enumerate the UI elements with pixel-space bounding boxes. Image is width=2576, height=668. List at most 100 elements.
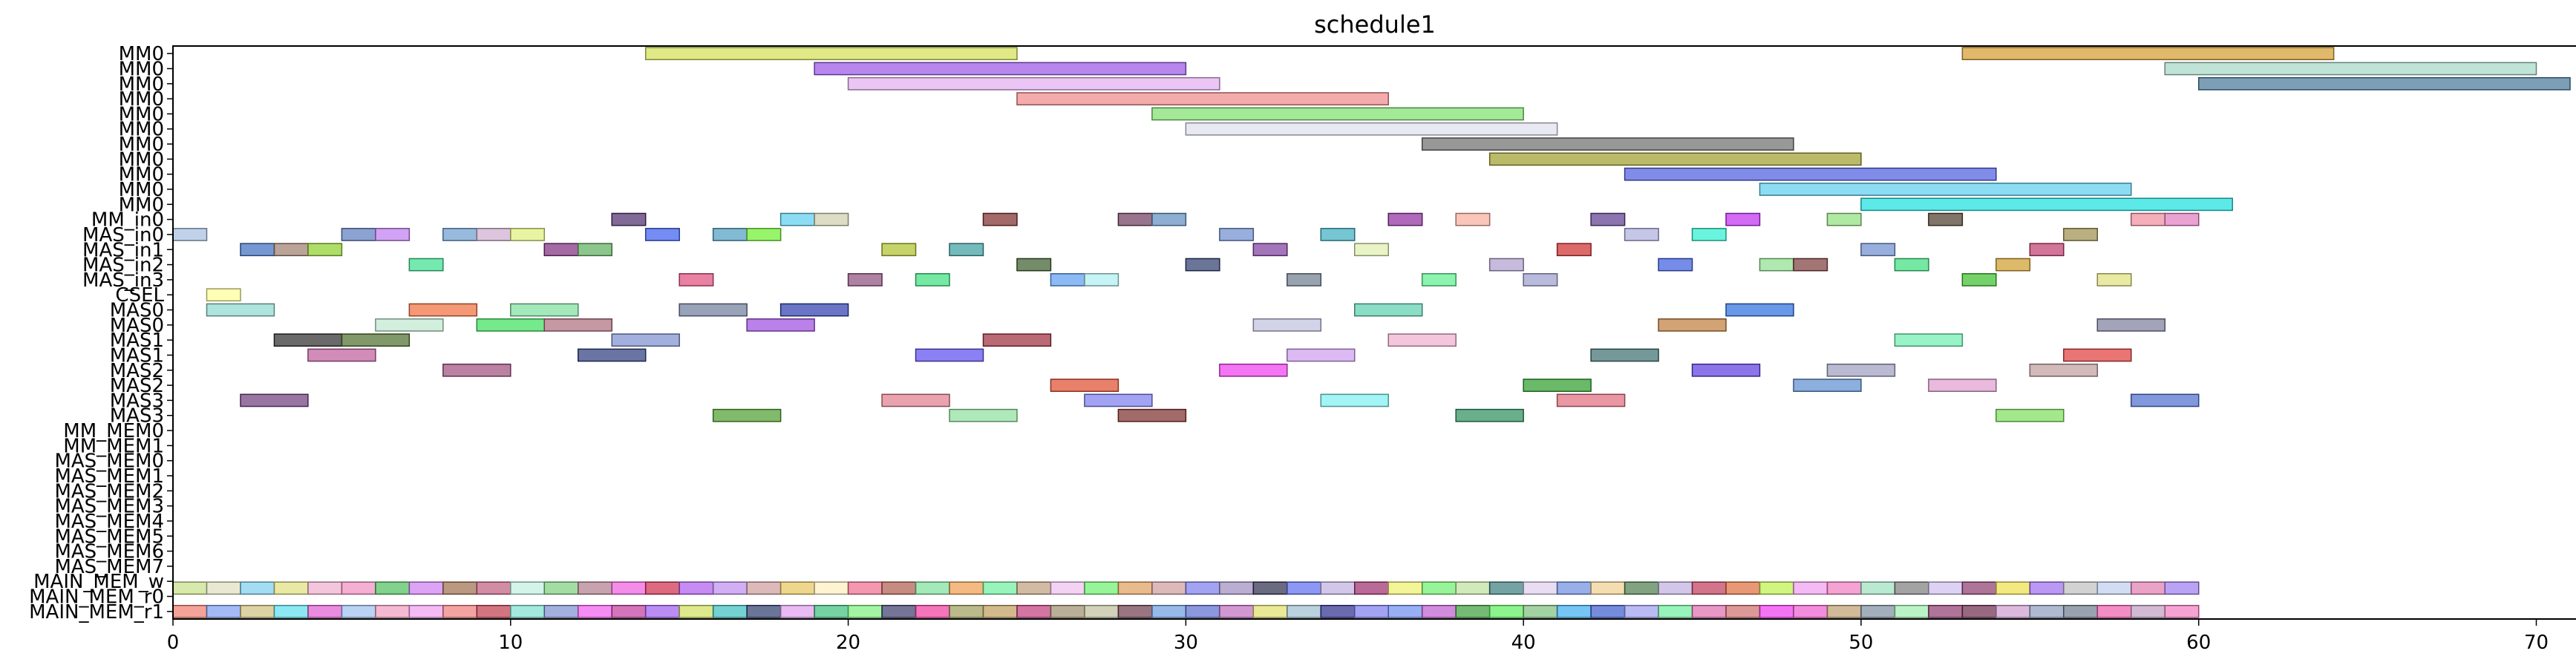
- task-bar: [1624, 167, 1997, 181]
- task-bar: [341, 228, 376, 241]
- task-bar: [1084, 393, 1153, 407]
- task-bar: [1860, 243, 1896, 257]
- mem-bar: [1826, 604, 1862, 618]
- task-bar: [510, 303, 579, 317]
- mem-bar: [915, 604, 950, 618]
- task-bar: [915, 348, 984, 362]
- mem-bar: [1421, 581, 1457, 595]
- task-bar: [375, 228, 411, 241]
- task-bar: [1928, 212, 1964, 226]
- chart-title: schedule1: [1314, 10, 1436, 39]
- mem-bar: [307, 604, 343, 618]
- mem-bar: [779, 604, 815, 618]
- mem-bar: [341, 604, 376, 618]
- y-axis: MM0MM0MM0MM0MM0MM0MM0MM0MM0MM0MM0MM_in0M…: [29, 43, 173, 623]
- mem-bar: [1219, 581, 1255, 595]
- mem-bar: [1523, 581, 1558, 595]
- task-bar: [779, 212, 815, 226]
- mem-bar: [1287, 581, 1322, 595]
- task-bar: [1219, 363, 1288, 377]
- task-bar: [307, 243, 343, 257]
- task-bar: [577, 348, 647, 362]
- task-bar: [1455, 408, 1524, 422]
- x-tick-label: 40: [1511, 632, 1536, 654]
- task-bar: [1354, 243, 1389, 257]
- task-bar: [814, 62, 1187, 76]
- mem-bar: [1658, 581, 1693, 595]
- x-axis: 0 10 20 30 40 50 60 70: [167, 619, 2549, 654]
- task-bar: [510, 228, 546, 241]
- x-tick-label: 20: [836, 632, 860, 654]
- mem-bar: [172, 581, 208, 595]
- task-bar: [1016, 92, 1389, 105]
- y-tick-label: MM0: [119, 148, 164, 171]
- task-bar: [476, 228, 511, 241]
- task-bar: [476, 318, 546, 332]
- y-tick-label: MAS_in3: [82, 269, 164, 292]
- task-bar: [2063, 228, 2099, 241]
- mem-bar: [949, 604, 984, 618]
- y-tick-label: MM0: [119, 73, 164, 96]
- y-tick-label: MAIN_MEM_r0: [29, 586, 164, 609]
- task-bar: [1252, 243, 1288, 257]
- mem-bar: [1320, 604, 1356, 618]
- task-bar: [206, 288, 241, 302]
- mem-bar: [611, 581, 647, 595]
- task-bar: [1793, 258, 1828, 272]
- y-tick-label: MM0: [119, 43, 164, 65]
- y-tick-label: MM0: [119, 119, 164, 141]
- mem-bar: [1759, 604, 1794, 618]
- mem-bar: [881, 581, 917, 595]
- mem-bar: [1928, 581, 1964, 595]
- y-tick-label: MAS_in2: [82, 255, 164, 277]
- task-bar: [1488, 152, 1862, 166]
- task-bar: [1928, 379, 1997, 392]
- mem-bar: [2029, 581, 2065, 595]
- task-bar: [2063, 348, 2132, 362]
- task-bar: [1691, 228, 1727, 241]
- y-tick-label: MAS_MEM7: [54, 556, 164, 578]
- y-tick-label: MM0: [119, 194, 164, 216]
- y-tick-label: MM0: [119, 103, 164, 125]
- task-bar: [1590, 212, 1626, 226]
- mem-bar: [307, 581, 343, 595]
- task-bar: [375, 318, 444, 332]
- task-bar: [1084, 273, 1119, 286]
- mem-bar: [543, 604, 579, 618]
- y-tick-label: MAS0: [110, 300, 164, 322]
- mem-bar: [1658, 604, 1693, 618]
- bars-layer: [172, 47, 2571, 618]
- mem-bar: [1185, 581, 1220, 595]
- mem-bar: [273, 581, 309, 595]
- task-bar: [341, 333, 411, 347]
- mem-bar: [847, 604, 883, 618]
- mem-bar: [1691, 581, 1727, 595]
- task-bar: [1793, 379, 1862, 392]
- mem-bar: [341, 581, 376, 595]
- task-bar: [442, 363, 511, 377]
- task-bar: [442, 228, 478, 241]
- mem-bar: [611, 604, 647, 618]
- task-bar: [1894, 258, 1929, 272]
- task-bar: [206, 303, 275, 317]
- y-tick-label: MAS0: [110, 315, 164, 337]
- task-bar: [1320, 393, 1389, 407]
- task-bar: [679, 273, 714, 286]
- mem-bar: [1793, 604, 1828, 618]
- task-bar: [543, 243, 579, 257]
- mem-bar: [712, 604, 748, 618]
- task-bar: [1759, 183, 2132, 196]
- mem-bar: [1488, 604, 1524, 618]
- x-tick-label: 60: [2186, 632, 2211, 654]
- task-bar: [1556, 393, 1626, 407]
- mem-bar: [1995, 604, 2031, 618]
- task-bar: [1117, 408, 1187, 422]
- mem-bar: [1287, 604, 1322, 618]
- mem-bar: [442, 604, 478, 618]
- y-tick-label: MM0: [119, 58, 164, 80]
- task-bar: [1523, 379, 1592, 392]
- mem-bar: [1016, 581, 1052, 595]
- task-bar: [1523, 273, 1558, 286]
- mem-bar: [476, 604, 511, 618]
- y-tick-label: MAS_MEM6: [54, 541, 164, 563]
